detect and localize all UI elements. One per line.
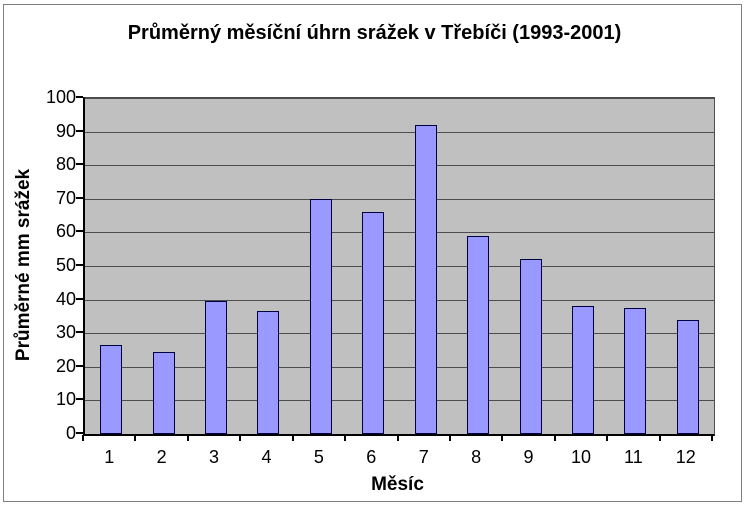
gridline xyxy=(85,232,714,234)
bar xyxy=(309,198,332,434)
bar xyxy=(571,306,594,434)
gridline xyxy=(85,266,714,267)
bar xyxy=(257,311,280,434)
bar xyxy=(205,301,228,434)
bar xyxy=(624,308,647,434)
gridline xyxy=(85,299,714,301)
bar xyxy=(362,212,385,434)
gridline xyxy=(85,333,714,335)
bar xyxy=(676,319,699,434)
gridline xyxy=(85,400,714,402)
gridline xyxy=(85,131,714,133)
gridline xyxy=(85,165,714,167)
gridline xyxy=(85,98,714,99)
gridline xyxy=(85,366,714,368)
bar xyxy=(519,259,542,434)
bar xyxy=(152,351,175,434)
gridline xyxy=(85,198,714,200)
bar xyxy=(100,344,123,434)
bar xyxy=(414,124,437,434)
plot-area xyxy=(83,97,715,436)
chart-title: Průměrný měsíční úhrn srážek v Třebíči (… xyxy=(127,22,622,44)
y-axis-title: Průměrné mm srážek xyxy=(13,168,34,362)
x-axis-title: Měsíc xyxy=(371,474,424,495)
bar xyxy=(467,235,490,434)
